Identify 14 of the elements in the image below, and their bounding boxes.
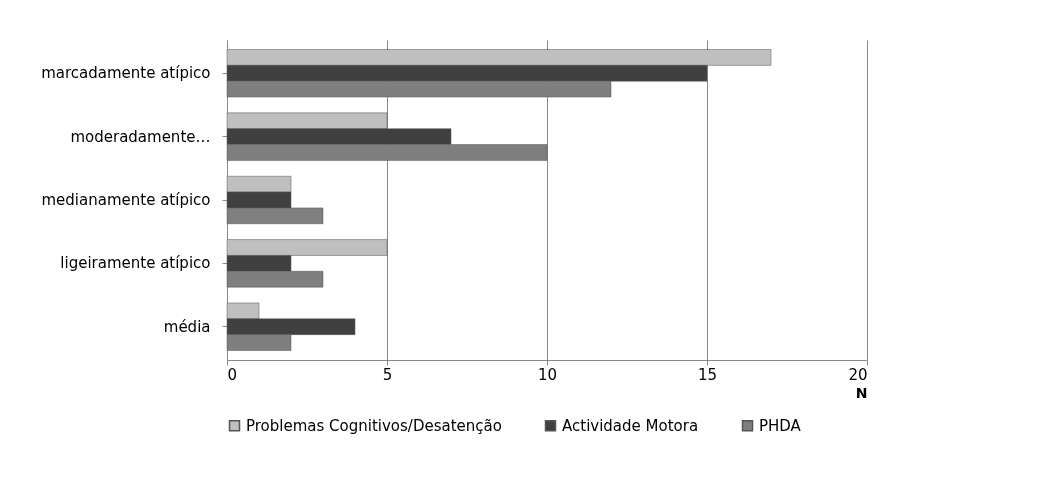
legend-label: Actividade Motora [562,416,699,435]
y-tick-label: moderadamente… [70,127,211,146]
x-tick-label: 0 [227,365,238,384]
x-tick-label: 20 [848,365,868,384]
x-tick-label: 10 [537,365,558,384]
x-tick-label: 5 [382,365,393,384]
legend-label: Problemas Cognitivos/Desatenção [246,416,502,435]
x-tick-label: 15 [697,365,718,384]
y-tick-label: medianamente atípico [41,191,211,209]
y-tick-label: marcadamente atípico [41,64,211,83]
y-tick-label: média [163,317,211,336]
legend-label: PHDA [759,416,802,435]
y-tick-label: ligeiramente atípico [60,254,211,273]
x-axis-title: N [855,384,868,401]
